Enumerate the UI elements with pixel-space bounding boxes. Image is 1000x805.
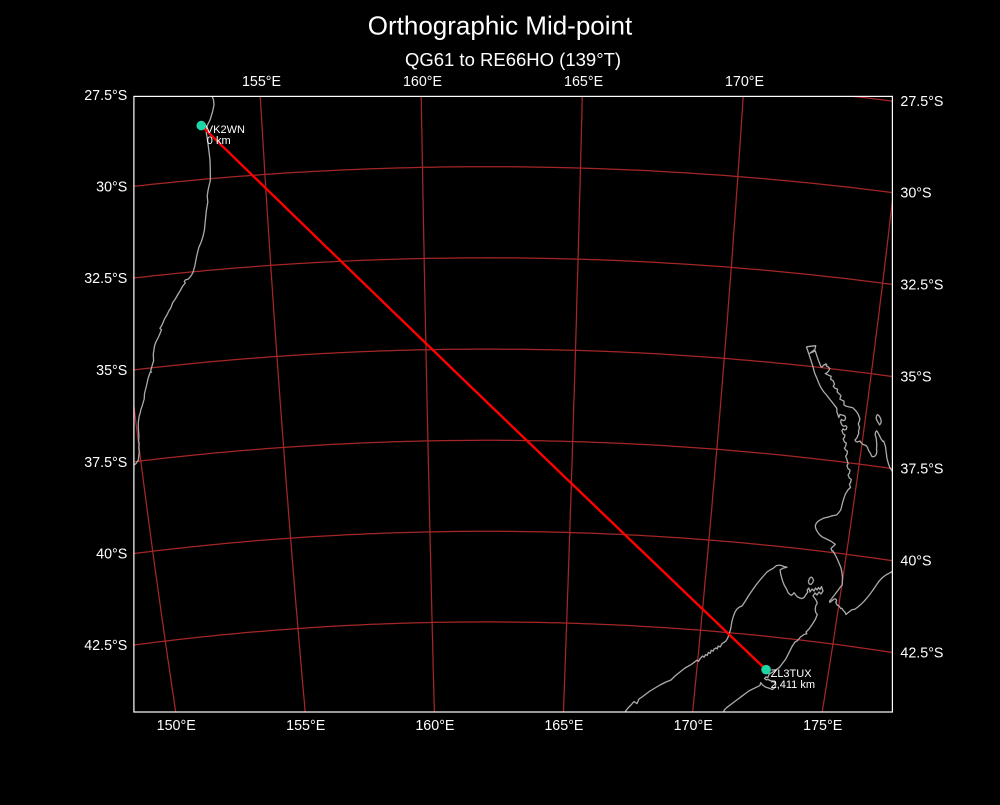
svg-text:170°E: 170°E bbox=[725, 74, 764, 90]
svg-text:165°E: 165°E bbox=[544, 718, 583, 734]
svg-text:30°S: 30°S bbox=[900, 186, 931, 202]
svg-text:32.5°S: 32.5°S bbox=[84, 271, 127, 287]
svg-text:165°E: 165°E bbox=[564, 74, 603, 90]
svg-text:ZL3TUX: ZL3TUX bbox=[771, 668, 813, 680]
svg-text:VK2WN: VK2WN bbox=[206, 124, 245, 136]
svg-text:40°S: 40°S bbox=[96, 547, 127, 563]
svg-text:155°E: 155°E bbox=[286, 718, 325, 734]
svg-text:37.5°S: 37.5°S bbox=[900, 462, 943, 478]
svg-text:27.5°S: 27.5°S bbox=[84, 88, 127, 104]
svg-text:155°E: 155°E bbox=[242, 74, 281, 90]
svg-text:0 km: 0 km bbox=[207, 135, 231, 147]
svg-text:30°S: 30°S bbox=[96, 179, 127, 195]
svg-text:40°S: 40°S bbox=[900, 554, 931, 570]
svg-text:32.5°S: 32.5°S bbox=[900, 277, 943, 293]
svg-text:37.5°S: 37.5°S bbox=[84, 455, 127, 471]
svg-text:27.5°S: 27.5°S bbox=[900, 94, 943, 110]
svg-text:170°E: 170°E bbox=[674, 718, 713, 734]
svg-text:150°E: 150°E bbox=[157, 718, 196, 734]
svg-text:2,411 km: 2,411 km bbox=[771, 679, 815, 691]
svg-text:175°E: 175°E bbox=[803, 718, 842, 734]
svg-text:160°E: 160°E bbox=[415, 718, 454, 734]
svg-text:35°S: 35°S bbox=[96, 363, 127, 379]
svg-text:42.5°S: 42.5°S bbox=[84, 638, 127, 654]
svg-text:160°E: 160°E bbox=[403, 74, 442, 90]
svg-text:Orthographic Mid-point: Orthographic Mid-point bbox=[368, 11, 633, 41]
svg-text:35°S: 35°S bbox=[900, 370, 931, 386]
svg-text:QG61 to RE66HO (139°T): QG61 to RE66HO (139°T) bbox=[405, 49, 621, 70]
svg-text:42.5°S: 42.5°S bbox=[900, 646, 943, 662]
